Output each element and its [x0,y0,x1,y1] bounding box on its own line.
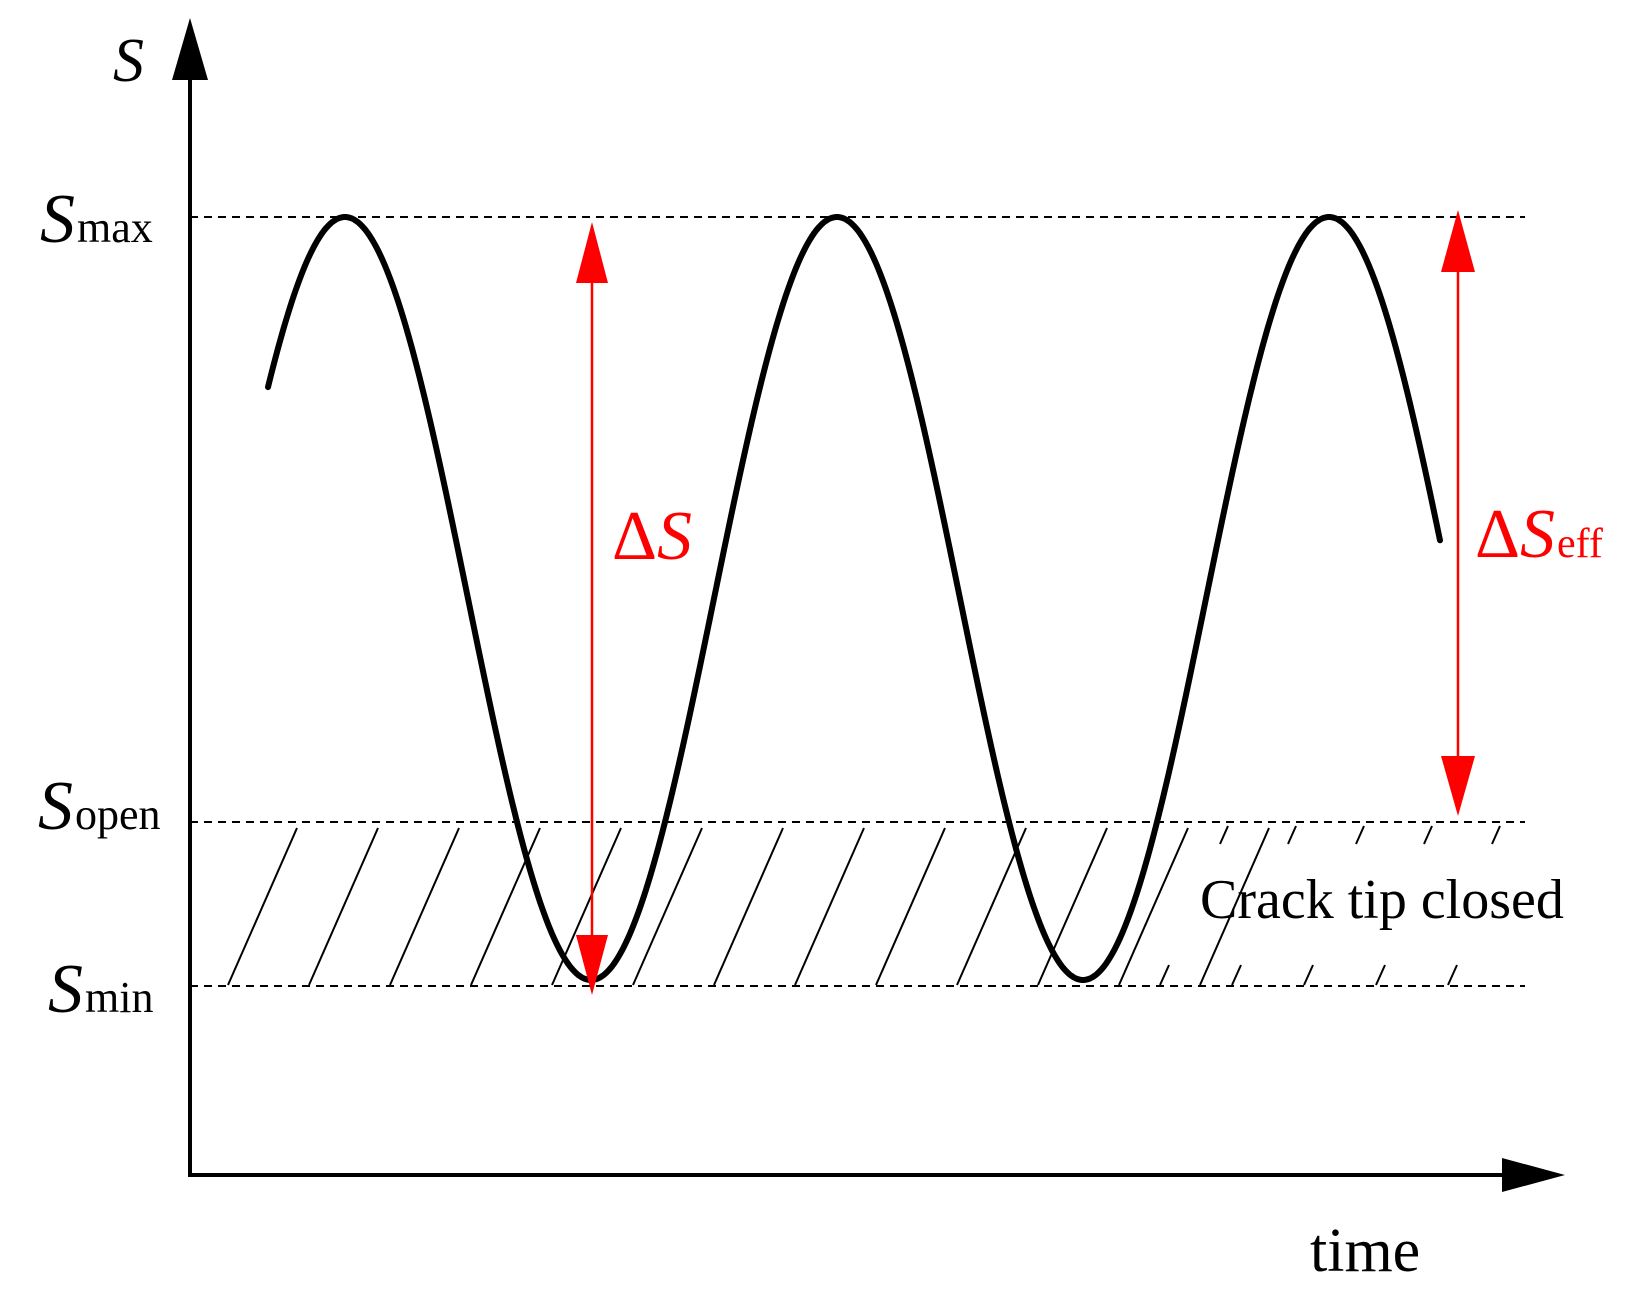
s-open-label: Sopen [38,772,161,842]
hatch-line [1037,827,1108,986]
s-open-subscript: open [75,790,161,839]
s-max-symbol: S [40,181,75,258]
delta-s-delta: Δ [612,498,658,575]
x-axis-label: time [1310,1217,1421,1285]
hatch-tick [1159,964,1170,986]
y-axis-arrowhead [172,18,208,80]
closed-region-hatch [227,825,1501,986]
s-min-subscript: min [85,973,154,1022]
delta-s-eff-subscript: eff [1557,521,1603,567]
load-curve [265,214,1443,983]
hatch-line [227,827,298,986]
hatch-line [1118,827,1189,986]
hatch-tick [1355,825,1365,845]
s-max-label: Smax [40,185,153,255]
delta-s-eff-arrow [1441,210,1475,816]
hatch-tick [1447,964,1458,986]
s-min-label: Smin [48,955,153,1025]
hatch-line [470,827,541,986]
delta-s-eff-symbol: S [1520,496,1556,573]
hatch-tick [1375,964,1386,986]
s-open-symbol: S [38,768,73,845]
s-max-subscript: max [77,203,153,252]
hatch-line [308,827,379,986]
delta-s-symbol: S [657,498,693,575]
hatch-line [875,827,946,986]
hatch-line [632,827,703,986]
hatch-line [713,827,784,986]
crack-tip-closed-label: Crack tip closed [1200,869,1564,931]
hatch-line [389,827,460,986]
hatch-tick [1231,964,1242,986]
hatch-tick [1423,825,1433,845]
y-axis-label: S [113,27,144,95]
delta-s-eff-label: ΔSeff [1475,500,1603,570]
x-axis-arrowhead [1502,1158,1565,1192]
delta-s-eff-delta: Δ [1475,496,1521,573]
hatch-line [794,827,865,986]
hatch-tick [1303,964,1314,986]
delta-s-label: ΔS [612,502,692,572]
hatch-line [1199,827,1270,986]
hatch-tick [1287,825,1297,845]
delta-s-arrow [576,222,608,995]
hatch-tick [1491,825,1501,845]
s-min-symbol: S [48,951,83,1028]
hatch-tick [1219,825,1229,845]
